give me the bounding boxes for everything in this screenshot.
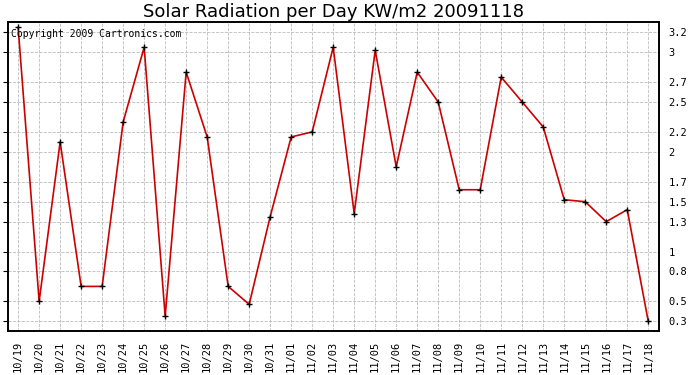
Title: Solar Radiation per Day KW/m2 20091118: Solar Radiation per Day KW/m2 20091118: [143, 3, 524, 21]
Text: Copyright 2009 Cartronics.com: Copyright 2009 Cartronics.com: [11, 28, 181, 39]
